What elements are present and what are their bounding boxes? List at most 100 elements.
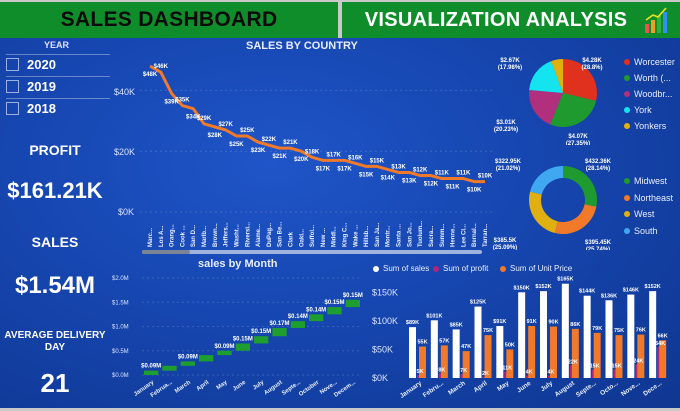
x-tick: Nove... [620, 380, 642, 398]
slice-worcester[interactable] [563, 59, 597, 102]
x-tick: March [174, 380, 192, 395]
data-label: $27K [218, 122, 233, 128]
sales-bar[interactable] [561, 283, 569, 378]
legend-item[interactable]: Yonkers [624, 121, 666, 131]
sales-by-month-chart[interactable]: $0.0M$0.5M$1.0M$1.5M$2.0M$0.09MJanuaryFe… [110, 275, 370, 408]
unit-price-bar[interactable] [571, 328, 579, 378]
data-label: 66K [658, 333, 668, 339]
unit-price-bar[interactable] [484, 335, 492, 378]
unit-price-bar[interactable] [506, 349, 514, 378]
sales-by-country-chart[interactable]: $48K Marc... $46K Los A... $39K Orang... $35K C… [140, 55, 495, 265]
x-tick: Dece... [642, 380, 663, 398]
y-tick: $2.0M [112, 276, 129, 282]
legend-item[interactable]: Sum of sales [373, 264, 429, 273]
slice-yonkers[interactable] [551, 59, 563, 93]
horizontal-scrollbar[interactable] [142, 250, 482, 254]
x-tick: Washt... [234, 224, 240, 247]
monthly-metrics-chart[interactable]: $0K $50K $100K $150K $89K 55K 5K January $101K 57… [370, 270, 680, 408]
sales-bar[interactable] [474, 306, 482, 378]
scrollbar-thumb[interactable] [142, 250, 190, 254]
data-label: (25.09%) [493, 245, 517, 250]
checkbox[interactable] [6, 102, 19, 115]
x-tick: April [472, 380, 488, 394]
sales-bar[interactable] [627, 294, 635, 378]
year-option-2020[interactable]: 2020 [6, 54, 110, 74]
data-label: $25K [240, 128, 255, 134]
waterfall-bar[interactable] [199, 355, 214, 362]
waterfall-bar[interactable] [254, 336, 269, 344]
sales-bar[interactable] [605, 300, 613, 378]
waterfall-bar[interactable] [180, 361, 195, 366]
waterfall-bar[interactable] [235, 343, 250, 351]
data-label: $165K [557, 277, 573, 283]
waterfall-bar[interactable] [345, 299, 360, 308]
sales-bar[interactable] [540, 291, 547, 378]
waterfall-bar[interactable] [272, 327, 287, 337]
legend-swatch-icon [624, 178, 630, 184]
slice-woodbr[interactable] [529, 90, 563, 125]
slice-northeast[interactable] [554, 204, 597, 234]
slice-midwest[interactable] [563, 166, 597, 207]
sales-bar[interactable] [496, 326, 504, 378]
year-option-2019[interactable]: 2019 [6, 76, 110, 96]
year-option-2018[interactable]: 2018 [6, 98, 110, 118]
unit-price-bar[interactable] [419, 346, 426, 378]
y-tick: $1.5M [112, 300, 129, 306]
unit-price-bar[interactable] [550, 326, 557, 378]
y-tick: $100K [372, 316, 398, 326]
sales-bar[interactable] [649, 291, 657, 378]
legend-item[interactable]: Sum of Unit Price [500, 264, 572, 273]
unit-price-bar[interactable] [528, 326, 536, 378]
data-label: $17K [337, 166, 352, 172]
unit-price-bar[interactable] [615, 335, 623, 378]
unit-price-bar[interactable] [659, 340, 667, 378]
legend-label: Sum of profit [443, 264, 489, 273]
waterfall-bar[interactable] [217, 350, 232, 356]
legend-item[interactable]: Worcester [624, 57, 675, 67]
legend-item[interactable]: Northeast [624, 193, 673, 203]
legend-swatch-icon [500, 265, 506, 272]
data-label: $89K [406, 320, 419, 326]
data-label: $0.15M [324, 300, 344, 306]
legend-label: Midwest [634, 176, 668, 186]
data-label: 57K [439, 338, 449, 344]
legend-item[interactable]: Woodbr... [624, 89, 672, 99]
legend-item[interactable]: South [624, 226, 658, 236]
x-tick: Brown... [213, 223, 219, 247]
y-tick: $0.0M [112, 373, 129, 379]
unit-price-bar[interactable] [462, 351, 470, 378]
data-label: $0.14M [288, 314, 308, 320]
waterfall-bar[interactable] [290, 321, 305, 328]
city-pie-chart[interactable]: $4.28K(28.8%) $4.07K(27.35%) $3.01K(20.23%… [490, 40, 620, 145]
sales-bar[interactable] [452, 329, 460, 378]
unit-price-bar[interactable] [440, 345, 448, 378]
checkbox[interactable] [6, 58, 19, 71]
x-tick: Sacra... [429, 225, 435, 247]
slice-west[interactable] [529, 191, 558, 233]
data-label: 55K [417, 340, 427, 346]
data-label: $395.45K [585, 240, 612, 246]
sales-bar[interactable] [518, 292, 526, 378]
slice-worth[interactable] [550, 93, 597, 127]
unit-price-bar[interactable] [593, 332, 601, 378]
waterfall-bar[interactable] [162, 365, 177, 371]
unit-price-bar[interactable] [637, 334, 645, 378]
legend-item[interactable]: York [624, 105, 652, 115]
slice-york[interactable] [529, 61, 563, 93]
legend-item[interactable]: Sum of profit [433, 264, 488, 273]
data-label: 22K [568, 359, 578, 365]
sales-bar[interactable] [430, 320, 438, 378]
waterfall-bar[interactable] [309, 314, 324, 322]
region-donut-chart[interactable]: $432.36K(28.14%)$395.45K(25.74%)$385.5K(… [490, 150, 620, 250]
sales-label: SALES [31, 234, 79, 250]
data-label: $0.09M [178, 354, 198, 360]
waterfall-bar[interactable] [144, 370, 159, 375]
checkbox[interactable] [6, 80, 19, 93]
legend-item[interactable]: Worth (... [624, 73, 671, 83]
sales-bar[interactable] [409, 327, 416, 378]
legend-item[interactable]: Midwest [624, 176, 667, 186]
waterfall-bar[interactable] [327, 307, 342, 315]
sales-bar[interactable] [583, 295, 591, 378]
slice-south[interactable] [530, 166, 563, 195]
legend-item[interactable]: West [624, 209, 654, 219]
